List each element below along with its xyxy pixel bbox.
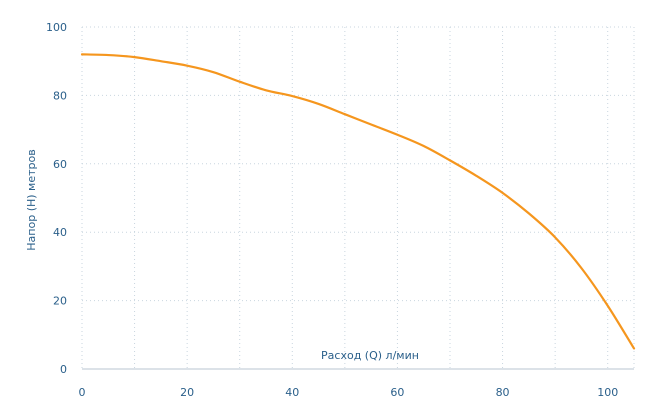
y-tick-label: 20 xyxy=(53,295,67,308)
x-tick-label: 100 xyxy=(597,386,618,399)
x-tick-label: 20 xyxy=(180,386,194,399)
y-tick-label: 40 xyxy=(53,226,67,239)
x-tick-label: 40 xyxy=(285,386,299,399)
x-axis-title: Расход (Q) л/мин xyxy=(321,349,419,362)
x-tick-label: 0 xyxy=(79,386,86,399)
axes: 0 20 40 60 80 100 0 20 40 60 80 100 xyxy=(46,21,634,399)
grid xyxy=(81,26,635,369)
y-axis-title: Напор (H) метров xyxy=(25,149,38,250)
y-tick-label: 80 xyxy=(53,89,67,102)
y-tick-label: 60 xyxy=(53,158,67,171)
y-tick-label: 100 xyxy=(46,21,67,34)
series-layer xyxy=(80,53,636,350)
x-tick-label: 60 xyxy=(390,386,404,399)
series-line xyxy=(80,53,636,350)
y-tick-label: 0 xyxy=(60,363,67,376)
x-tick-label: 80 xyxy=(496,386,510,399)
